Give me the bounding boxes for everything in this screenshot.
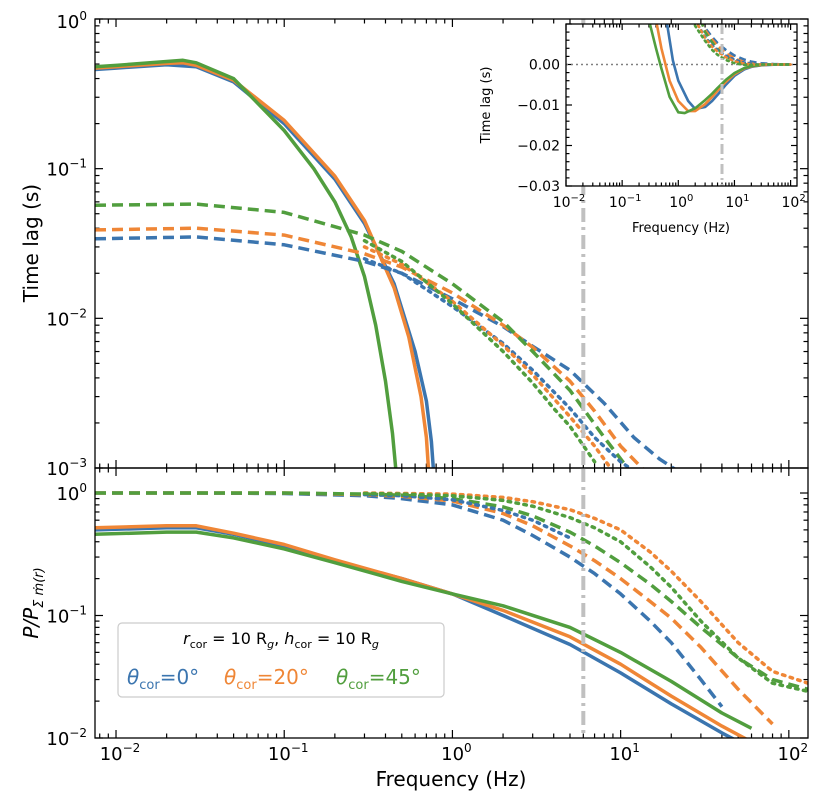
bottom-panel <box>94 467 809 739</box>
legend-theta20-sub: cor <box>236 678 257 693</box>
top-series-theta45-dashed <box>95 202 629 468</box>
x-tick-label: 102 <box>778 741 809 765</box>
top-series-theta45-dotted <box>362 238 597 464</box>
top-ylabel: Time lag (s) <box>19 184 43 303</box>
top-series-theta20-dotted <box>362 245 613 468</box>
top-series-theta0-dotted <box>362 257 633 468</box>
bottom-y-tick-label: 10−2 <box>46 726 87 750</box>
legend-title: rcor = 10 Rg, hcor = 10 Rg <box>183 629 379 651</box>
x-tick-label: 101 <box>609 741 640 765</box>
inset-frame <box>565 23 798 187</box>
bottom-series-theta45-dashed <box>95 491 808 691</box>
inset-xlabel: Frequency (Hz) <box>632 221 730 236</box>
legend-theta45-sym: θ <box>336 665 348 689</box>
legend-r-val: = 10 R <box>207 629 267 648</box>
bottom-series-theta45-solid <box>95 530 753 730</box>
legend-theta20-sym: θ <box>224 665 236 689</box>
top-series-theta20-dashed <box>95 226 645 468</box>
top-y-tick-label: 10−3 <box>46 456 87 480</box>
x-tick-label: 10−1 <box>268 741 309 765</box>
inset-panel <box>565 23 798 187</box>
legend-theta0-val: =0° <box>160 665 199 689</box>
bottom-ylabel: P/PΣ ṁ(r) <box>19 567 47 638</box>
bottom-y-tick-label: 100 <box>56 481 87 505</box>
bottom-series-theta0-dashed <box>95 491 724 708</box>
inset-x-tick-label: 100 <box>669 193 693 211</box>
legend-entry-theta20: θcor=20° <box>224 665 309 693</box>
legend: rcor = 10 Rg, hcor = 10 Rg θcor=0° θcor=… <box>117 622 445 698</box>
inset-x-tick-label: 101 <box>725 193 749 211</box>
inset-y-tick-label: −0.03 <box>517 179 560 195</box>
legend-sep: , <box>274 629 284 648</box>
bottom-lines <box>95 468 808 738</box>
bottom-series-theta45-dotted <box>362 491 808 694</box>
inset-y-tick-label: 0.00 <box>529 58 560 74</box>
bottom-y-tick-label: 10−1 <box>46 604 87 628</box>
bottom-frame <box>94 467 809 739</box>
legend-h: h <box>284 629 294 648</box>
inset-lines <box>566 24 797 186</box>
top-series-theta20-solid <box>95 61 431 468</box>
legend-box <box>117 622 445 698</box>
top-y-tick-label: 10−2 <box>46 306 87 330</box>
inset-series-theta45-dotted <box>692 24 792 67</box>
legend-h-unit-sub: g <box>372 638 379 651</box>
bottom-ticks <box>95 468 808 739</box>
inset-ylabel: Time lag (s) <box>479 67 494 145</box>
inset-y-tick-label: −0.01 <box>517 98 560 114</box>
bottom-series-theta0-dotted <box>362 492 572 540</box>
x-tick-label: 10−2 <box>100 741 141 765</box>
top-series-theta45-solid <box>95 58 398 468</box>
legend-entry-theta0: θcor=0° <box>127 665 199 693</box>
bottom-ylabel-main: P/P <box>19 607 43 639</box>
legend-h-sub: cor <box>294 638 312 651</box>
inset-series-theta0-dotted <box>696 24 792 66</box>
legend-theta0-sub: cor <box>139 678 160 693</box>
legend-theta20-val: =20° <box>257 665 309 689</box>
legend-theta45-sub: cor <box>348 678 369 693</box>
legend-r-unit-sub: g <box>267 638 274 651</box>
bottom-ylabel-sub: Σ ṁ(r) <box>32 567 47 608</box>
x-tick-label: 100 <box>441 741 472 765</box>
bottom-series-theta20-dotted <box>362 491 808 685</box>
legend-theta0-sym: θ <box>127 665 139 689</box>
inset-y-tick-label: −0.02 <box>517 139 560 155</box>
top-y-tick-label: 100 <box>56 9 87 33</box>
legend-h-val: = 10 R <box>312 629 372 648</box>
legend-r-sub: cor <box>190 638 208 651</box>
x-axis-label: Frequency (Hz) <box>376 767 527 791</box>
legend-theta45-val: =45° <box>369 665 421 689</box>
legend-r: r <box>183 629 191 648</box>
inset-x-tick-label: 10−1 <box>609 193 642 211</box>
inset-x-tick-label: 10−2 <box>553 193 586 211</box>
top-ticks <box>95 18 808 469</box>
top-y-tick-label: 10−1 <box>46 157 87 181</box>
inset-x-tick-label: 102 <box>782 193 806 211</box>
legend-entry-theta45: θcor=45° <box>336 665 421 693</box>
